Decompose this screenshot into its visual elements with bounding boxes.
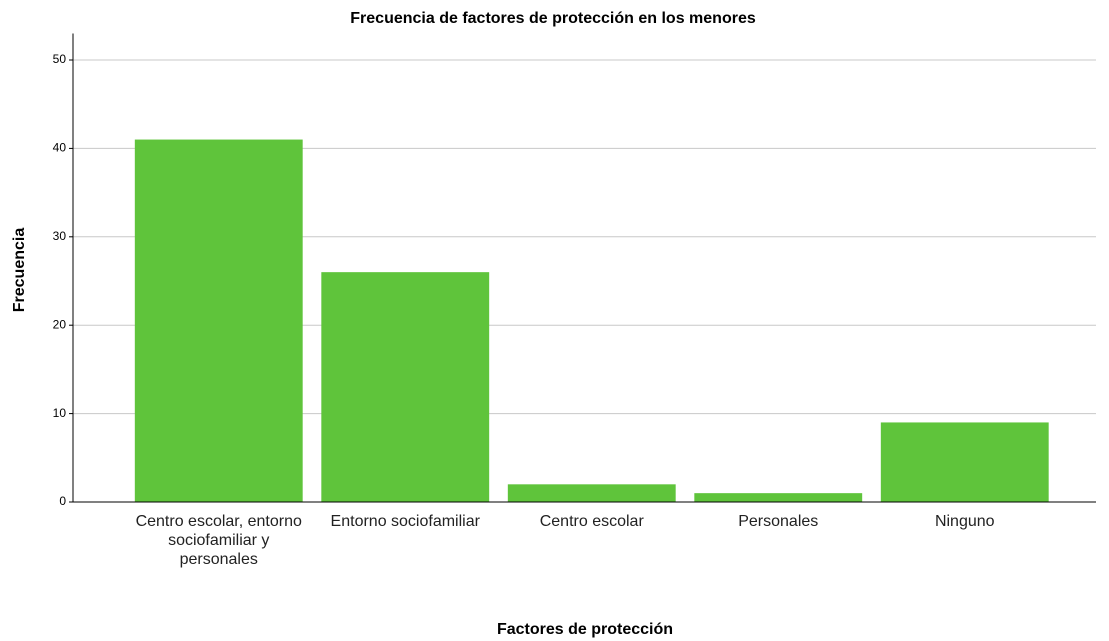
x-tick-label: Entorno sociofamiliar [330, 513, 480, 530]
y-tick-label: 0 [59, 494, 66, 508]
y-tick-label: 10 [53, 406, 67, 420]
y-tick-label: 20 [53, 317, 67, 331]
bar [880, 422, 1049, 502]
bar [134, 139, 303, 502]
y-axis-label: Frecuencia [11, 228, 28, 313]
bar [507, 484, 676, 502]
y-tick-label: 50 [53, 52, 67, 66]
x-tick-label: Centro escolar, entorno sociofamiliar y … [135, 513, 302, 568]
x-axis-label: Factores de protección [497, 621, 673, 638]
x-tick-label: Ninguno [934, 513, 995, 530]
x-tick-label: Centro escolar [539, 513, 644, 530]
bar [694, 493, 863, 502]
bar [321, 272, 490, 502]
y-tick-label: 40 [53, 141, 67, 155]
x-tick-label: Personales [738, 513, 819, 530]
y-tick-label: 30 [53, 229, 67, 243]
chart-title: Frecuencia de factores de protección en … [350, 10, 756, 27]
